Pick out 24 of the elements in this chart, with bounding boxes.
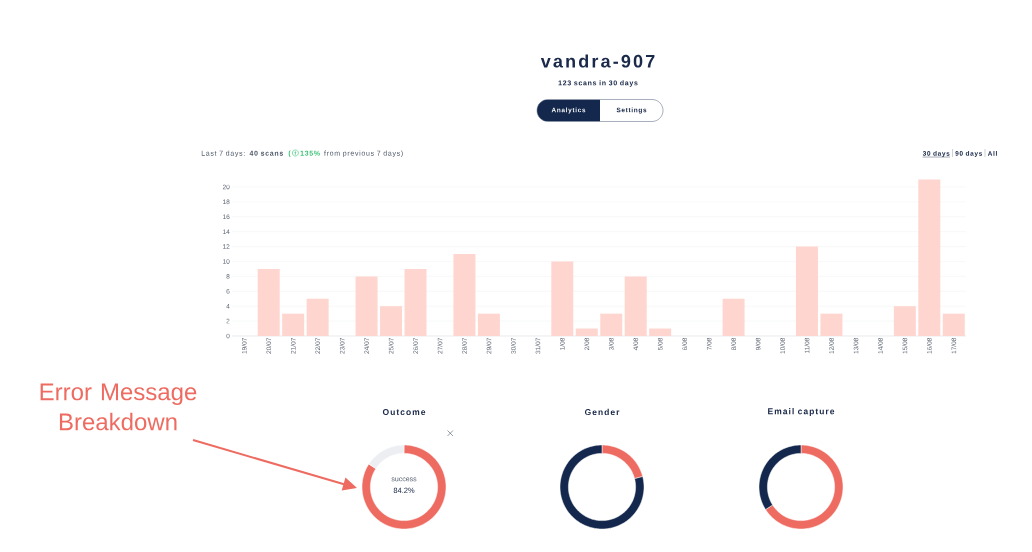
bar: [942, 313, 965, 336]
bar: [306, 298, 329, 336]
bar: [551, 261, 574, 336]
bar: [600, 313, 623, 336]
bar: [404, 268, 427, 336]
bar: [918, 179, 941, 336]
bar: [624, 276, 647, 336]
bar: [893, 306, 916, 336]
bar: [282, 313, 305, 336]
bar: [795, 246, 818, 336]
bar: [257, 268, 280, 336]
bar: [453, 254, 476, 336]
chart-title: Outcome: [382, 409, 426, 415]
bar: [649, 328, 672, 336]
chart-title: Email capture: [768, 408, 835, 416]
bar: [820, 313, 843, 336]
text: Error Message Breakdown: [40, 383, 197, 431]
bar: [355, 276, 378, 336]
bar: [477, 313, 500, 336]
chart-title: Gender: [584, 408, 620, 416]
bar: [575, 328, 598, 336]
chart-title: vandra-907: [540, 54, 655, 68]
bar: [722, 298, 745, 336]
bar: [380, 306, 403, 336]
